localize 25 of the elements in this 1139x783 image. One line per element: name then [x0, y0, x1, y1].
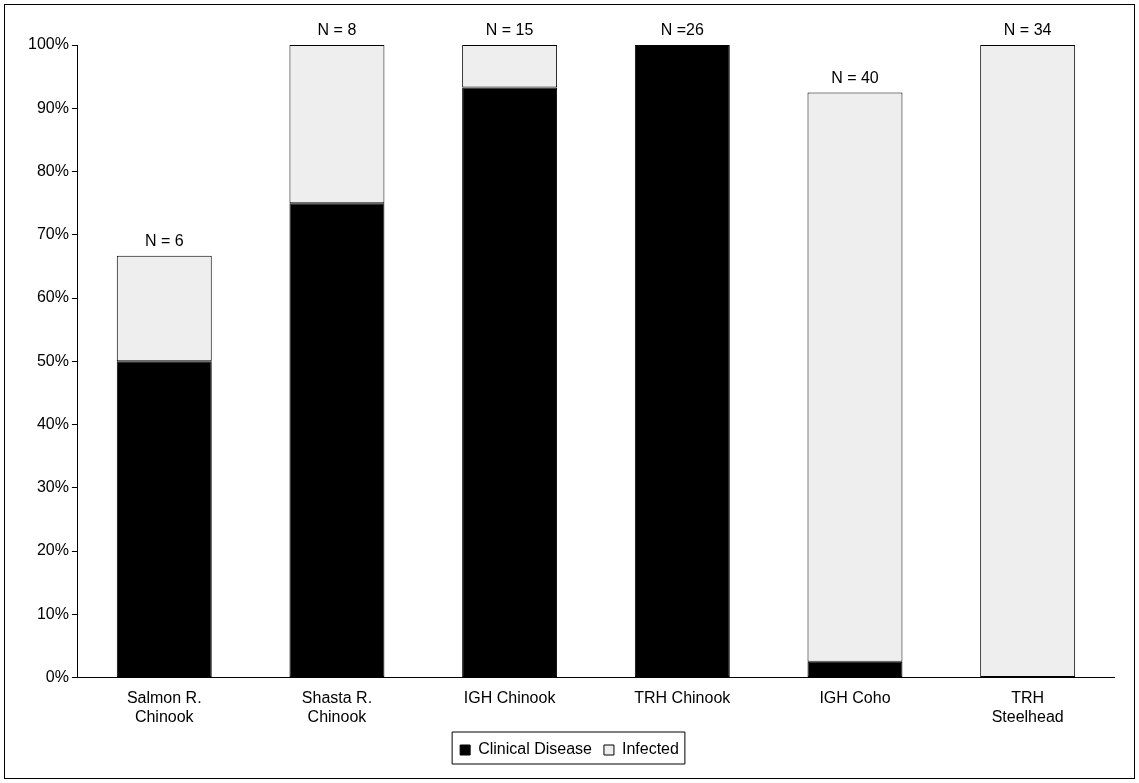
legend-label: Clinical Disease	[478, 740, 593, 758]
annotation: N = 6	[144, 232, 184, 250]
annotation: N = 8	[317, 21, 357, 39]
y-tick-label: 100%	[28, 35, 69, 53]
x-tick-label: IGH Chinook	[463, 688, 557, 706]
y-tick-label: 10%	[36, 604, 69, 622]
y-tick-label: 60%	[36, 288, 69, 306]
annotation: N =26	[660, 21, 704, 39]
y-tick-label: 50%	[36, 351, 69, 369]
y-tick-label: 40%	[36, 414, 69, 432]
x-tick-label: TRH Chinook	[634, 688, 732, 706]
annotation: N = 40	[831, 68, 879, 86]
x-tick-label: Shasta R. Chinook	[301, 688, 373, 725]
legend-label: Infected	[621, 740, 679, 758]
y-tick-label: 90%	[36, 98, 69, 116]
y-tick-label: 80%	[36, 161, 69, 179]
y-tick-label: 30%	[36, 478, 69, 496]
annotation: N = 34	[1003, 21, 1052, 39]
y-tick-label: 0%	[45, 668, 69, 686]
x-tick-label: IGH Coho	[819, 688, 891, 706]
annotation: N = 15	[485, 21, 534, 39]
y-tick-label: 20%	[36, 541, 69, 559]
y-tick-label: 70%	[36, 225, 69, 243]
x-tick-label: TRH Steelhead	[991, 688, 1064, 725]
x-tick-label: Salmon R. Chinook	[126, 688, 202, 725]
